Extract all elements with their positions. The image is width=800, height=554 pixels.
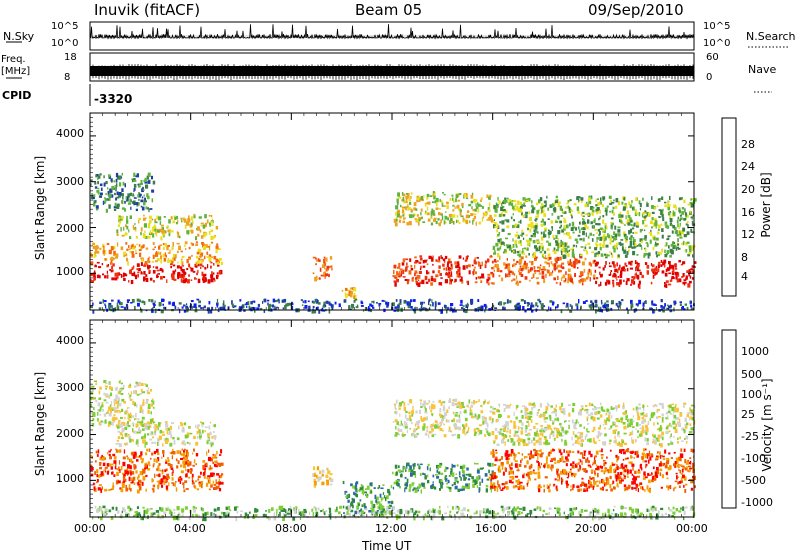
velocity-panel <box>89 319 696 522</box>
echo-region <box>115 421 217 448</box>
colorbar-frame <box>721 117 737 297</box>
nave-label: Nave <box>748 63 777 76</box>
echo-region <box>593 259 697 289</box>
freq-tick-bottom: 8 <box>64 72 71 83</box>
freq-label: Freq. <box>1 54 26 65</box>
colorbar-frame <box>721 329 737 509</box>
echo-region <box>392 462 495 494</box>
velocity-cbar-tick: 25 <box>741 408 755 421</box>
velocity-cbar-tick: 1000 <box>741 345 769 358</box>
echo-region <box>90 261 223 285</box>
velocity-ytick: 3000 <box>56 381 84 394</box>
freq-band <box>90 66 694 76</box>
xtick: 04:00 <box>174 522 206 535</box>
power-ytick: 4000 <box>56 127 84 140</box>
nsky-label: N.Sky <box>3 30 35 43</box>
power-colorbar <box>721 117 737 297</box>
nsearch-tick-top: 10^5 <box>703 21 731 32</box>
power-ytick: 1000 <box>56 265 84 278</box>
velocity-cbar-tick: 500 <box>741 368 762 381</box>
velocity-cbar-tick: 100 <box>741 388 762 401</box>
nave-tick-top: 60 <box>706 52 719 63</box>
xtick: 08:00 <box>275 522 307 535</box>
echo-region <box>312 466 334 488</box>
echo-region <box>92 505 696 522</box>
velocity-cbar-tick: -100 <box>741 452 766 465</box>
echo-region <box>90 379 156 429</box>
cpid-value: -3320 <box>94 92 133 106</box>
power-ytick: 2000 <box>56 222 84 235</box>
xtick: 00:00 <box>74 522 106 535</box>
power-cbar-tick: 12 <box>741 228 755 241</box>
velocity-ytick: 2000 <box>56 427 84 440</box>
echo-region <box>341 287 357 299</box>
velocity-ytick: 1000 <box>56 472 84 485</box>
velocity-cbar-tick: -25 <box>741 430 759 443</box>
x-axis-label: Time UT <box>362 539 412 553</box>
velocity-colorbar <box>721 329 737 509</box>
echo-region <box>392 255 491 287</box>
nsky-trace <box>89 24 695 40</box>
echo-region <box>90 241 223 266</box>
date-title: 09/Sep/2010 <box>588 1 684 19</box>
velocity-cbar-tick: -500 <box>741 474 766 487</box>
velocity-ytick: 4000 <box>56 334 84 347</box>
panel-frame <box>89 112 695 311</box>
echo-region <box>393 191 494 227</box>
power-cbar-tick: 20 <box>741 183 755 196</box>
velocity-colorbar-label: Velocity [m s⁻¹] <box>760 378 774 472</box>
nsky-tick-bottom: 10^0 <box>51 38 79 49</box>
xtick: 00:00 <box>676 522 708 535</box>
nsearch-label: N.Search <box>746 30 796 43</box>
power-cbar-tick: 28 <box>741 138 755 151</box>
station-title: Inuvik (fitACF) <box>94 1 201 19</box>
power-panel <box>89 112 697 315</box>
echo-region <box>492 402 696 448</box>
velocity-ylabel: Slant Range [km] <box>33 371 47 477</box>
freq-tick-top: 18 <box>64 52 77 63</box>
xtick: 12:00 <box>375 522 407 535</box>
echo-region <box>342 480 394 517</box>
echo-region <box>392 398 496 439</box>
echo-region <box>116 213 219 241</box>
power-cbar-tick: 8 <box>741 251 748 264</box>
power-cbar-tick: 4 <box>741 270 748 283</box>
cpid-label: CPID <box>2 89 32 102</box>
nsky-line <box>89 24 695 40</box>
echo-region <box>90 172 156 213</box>
velocity-cbar-tick: -1000 <box>741 496 773 509</box>
nsky-tick-top: 10^5 <box>51 21 79 32</box>
freq-trace <box>6 41 790 93</box>
nsearch-tick-bottom: 10^0 <box>703 38 731 49</box>
beam-title: Beam 05 <box>355 1 423 19</box>
echo-region <box>488 448 696 494</box>
power-ytick: 3000 <box>56 175 84 188</box>
power-colorbar-label: Power [dB] <box>759 172 773 238</box>
echo-region <box>492 195 697 259</box>
echo-region <box>90 448 224 494</box>
echo-region <box>312 256 333 282</box>
power-ylabel: Slant Range [km] <box>33 155 47 261</box>
echo-region <box>90 298 695 315</box>
power-cbar-tick: 16 <box>741 206 755 219</box>
freq-unit-label: [MHz] <box>1 66 31 77</box>
nave-tick-bottom: 0 <box>706 72 713 83</box>
xtick: 20:00 <box>575 522 607 535</box>
power-cbar-tick: 24 <box>741 160 755 173</box>
xtick: 16:00 <box>475 522 507 535</box>
echo-region <box>487 255 596 286</box>
